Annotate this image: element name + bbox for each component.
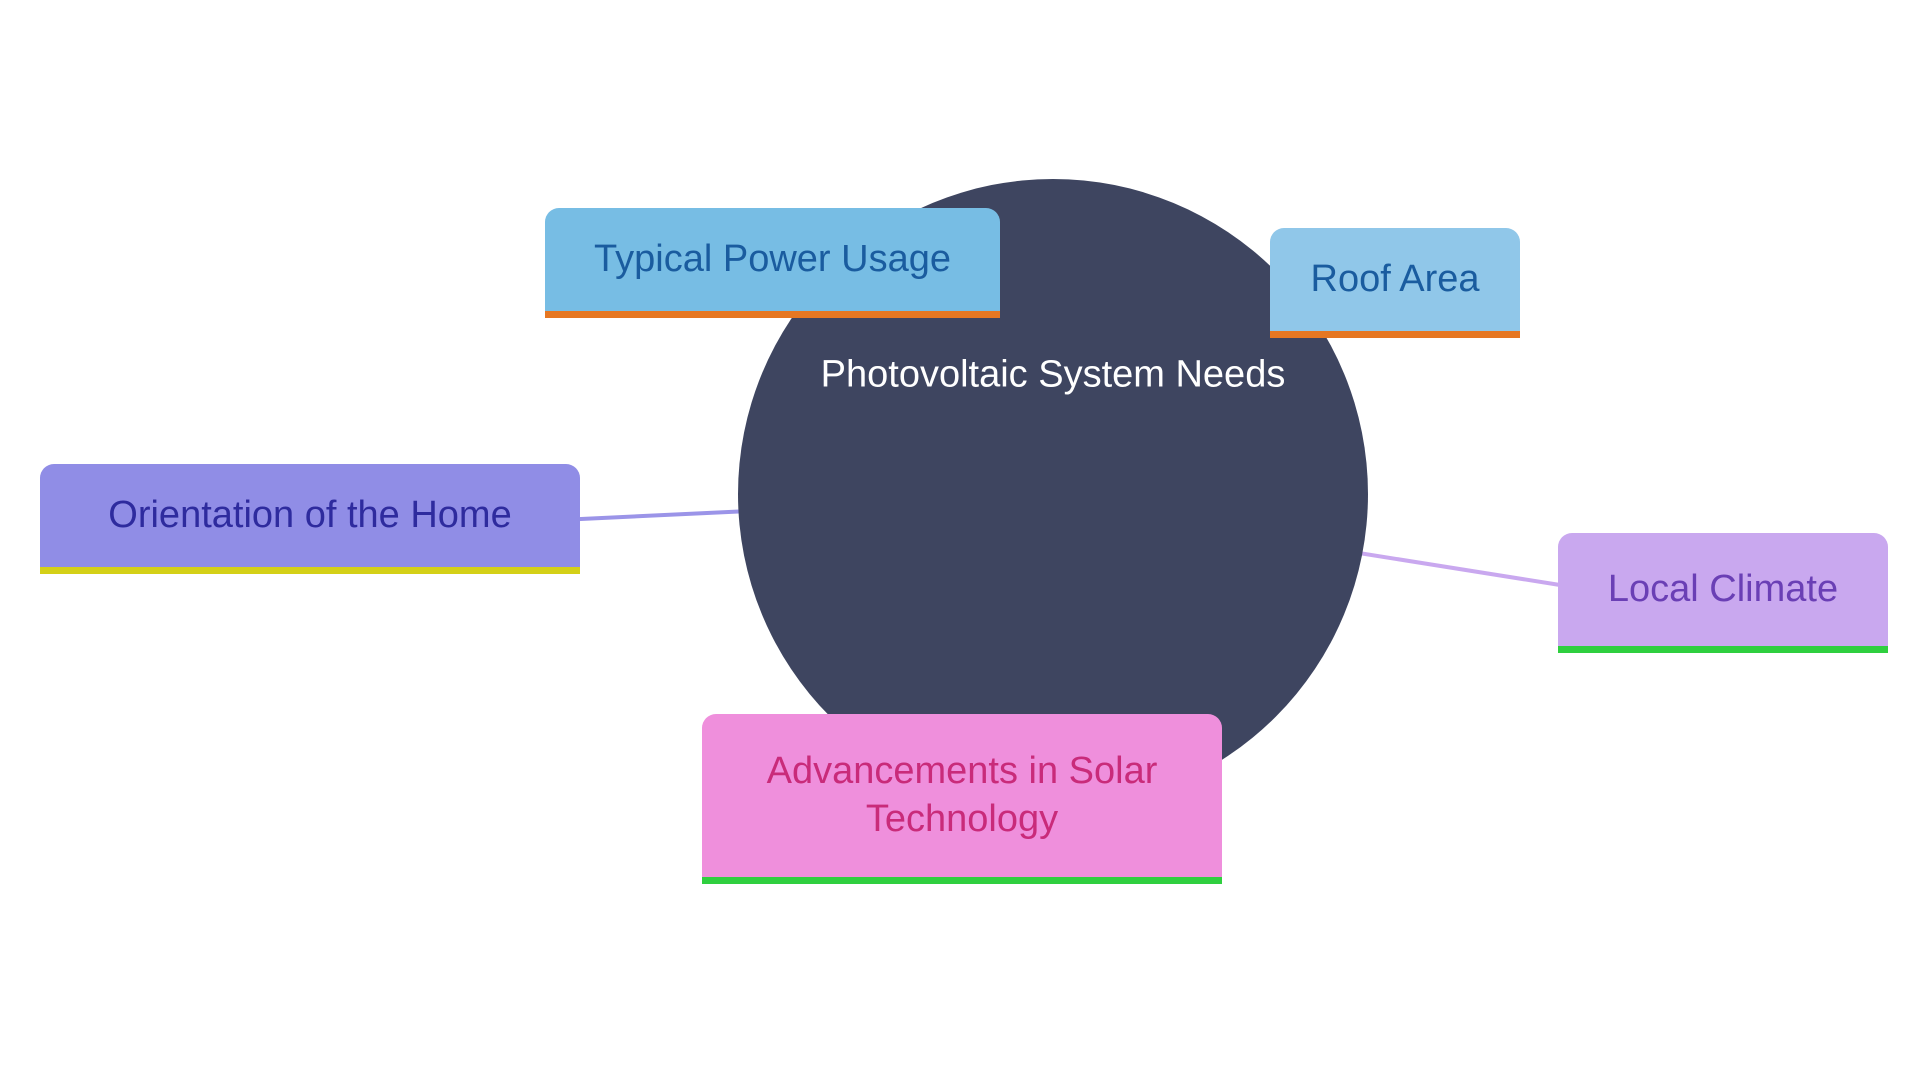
node-roof-area: Roof Area <box>1270 228 1520 338</box>
node-label: Orientation of the Home <box>108 492 511 540</box>
mindmap-diagram: Photovoltaic System Needs Typical Power … <box>0 0 1920 1080</box>
node-typical-power: Typical Power Usage <box>545 208 1000 318</box>
node-local-climate: Local Climate <box>1558 533 1888 653</box>
node-advancements: Advancements in Solar Technology <box>702 714 1222 884</box>
node-label: Typical Power Usage <box>594 236 951 284</box>
node-label: Local Climate <box>1608 566 1838 614</box>
center-label: Photovoltaic System Needs <box>821 353 1286 396</box>
node-orientation: Orientation of the Home <box>40 464 580 574</box>
connector-line <box>1340 550 1560 585</box>
node-label: Roof Area <box>1311 256 1480 304</box>
node-label: Advancements in Solar Technology <box>738 748 1186 843</box>
